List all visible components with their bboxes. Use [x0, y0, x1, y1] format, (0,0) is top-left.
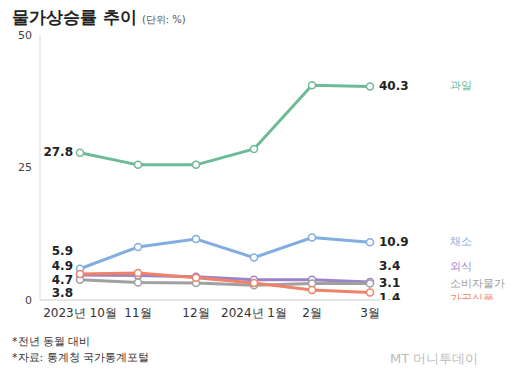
- svg-text:0: 0: [25, 294, 32, 307]
- svg-text:27.8: 27.8: [43, 145, 73, 159]
- svg-text:40.3: 40.3: [379, 79, 409, 93]
- svg-text:11월: 11월: [124, 306, 151, 320]
- svg-text:4.7: 4.7: [52, 273, 73, 287]
- html-text:*전년 동월 대비: *전년 동월 대비: [12, 335, 91, 348]
- svg-text:1.4: 1.4: [379, 291, 400, 300]
- svg-text:3.4: 3.4: [379, 259, 400, 273]
- svg-text:4.9: 4.9: [52, 259, 73, 273]
- svg-text:5.9: 5.9: [52, 244, 73, 258]
- svg-text:2월: 2월: [302, 306, 322, 320]
- svg-text:2023년 10월: 2023년 10월: [43, 306, 117, 320]
- svg-text:3월: 3월: [360, 306, 380, 320]
- svg-text:과일: 과일: [450, 79, 472, 92]
- html-text:MT 머니투데이: MT 머니투데이: [390, 351, 479, 366]
- svg-text:3.1: 3.1: [379, 276, 400, 290]
- html-text:물가상승률 추이 (단위: %): 물가상승률 추이 (단위: %): [12, 7, 186, 27]
- svg-text:소비자물가: 소비자물가: [450, 277, 505, 290]
- svg-text:가공식품: 가공식품: [450, 292, 494, 300]
- svg-text:채소: 채소: [450, 235, 472, 248]
- svg-text:10.9: 10.9: [379, 235, 409, 249]
- svg-text:3.8: 3.8: [52, 286, 73, 300]
- svg-text:2024년 1월: 2024년 1월: [221, 306, 287, 320]
- svg-text:외식: 외식: [450, 260, 472, 273]
- svg-text:25: 25: [18, 161, 32, 174]
- svg-text:50: 50: [18, 29, 32, 42]
- html-text:*자료: 통계청 국가통계포털: *자료: 통계청 국가통계포털: [12, 351, 150, 364]
- svg-text:12월: 12월: [182, 306, 209, 320]
